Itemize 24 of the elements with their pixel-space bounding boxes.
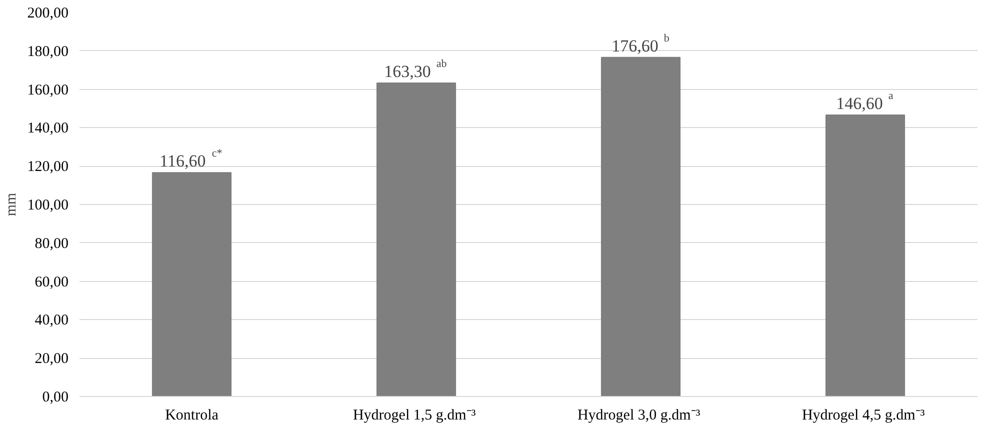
x-tick-label: Kontrola (165, 408, 219, 424)
y-tick-label: 60,00 (34, 274, 68, 290)
x-tick-label: Hydrogel 4,5 g.dm⁻³ (802, 408, 926, 424)
y-tick-label: 100,00 (27, 198, 68, 214)
data-label: 146,60 a (836, 90, 894, 114)
x-tick-label: Hydrogel 3,0 g.dm⁻³ (577, 408, 701, 424)
y-tick-label: 40,00 (34, 312, 68, 329)
data-label: 116,60 c* (160, 148, 222, 171)
y-tick-label: 200,00 (27, 6, 68, 22)
x-tick-label: Hydrogel 1,5 g.dm⁻³ (352, 408, 476, 424)
data-label: 163,30 ab (384, 58, 448, 81)
y-tick-label: 80,00 (34, 236, 68, 252)
bar (152, 172, 232, 396)
bar (825, 114, 906, 396)
y-tick-label: 0,00 (42, 390, 68, 406)
bar (376, 82, 456, 396)
y-tick-label: 180,00 (27, 44, 68, 60)
data-label: 176,60 b (612, 32, 670, 56)
bar (600, 56, 681, 396)
y-tick-label: 140,00 (27, 120, 68, 137)
y-tick-label: 120,00 (27, 159, 68, 176)
y-tick-label: 20,00 (34, 351, 68, 368)
y-tick-label: 160,00 (27, 82, 68, 98)
y-axis-title: mm (3, 192, 20, 216)
